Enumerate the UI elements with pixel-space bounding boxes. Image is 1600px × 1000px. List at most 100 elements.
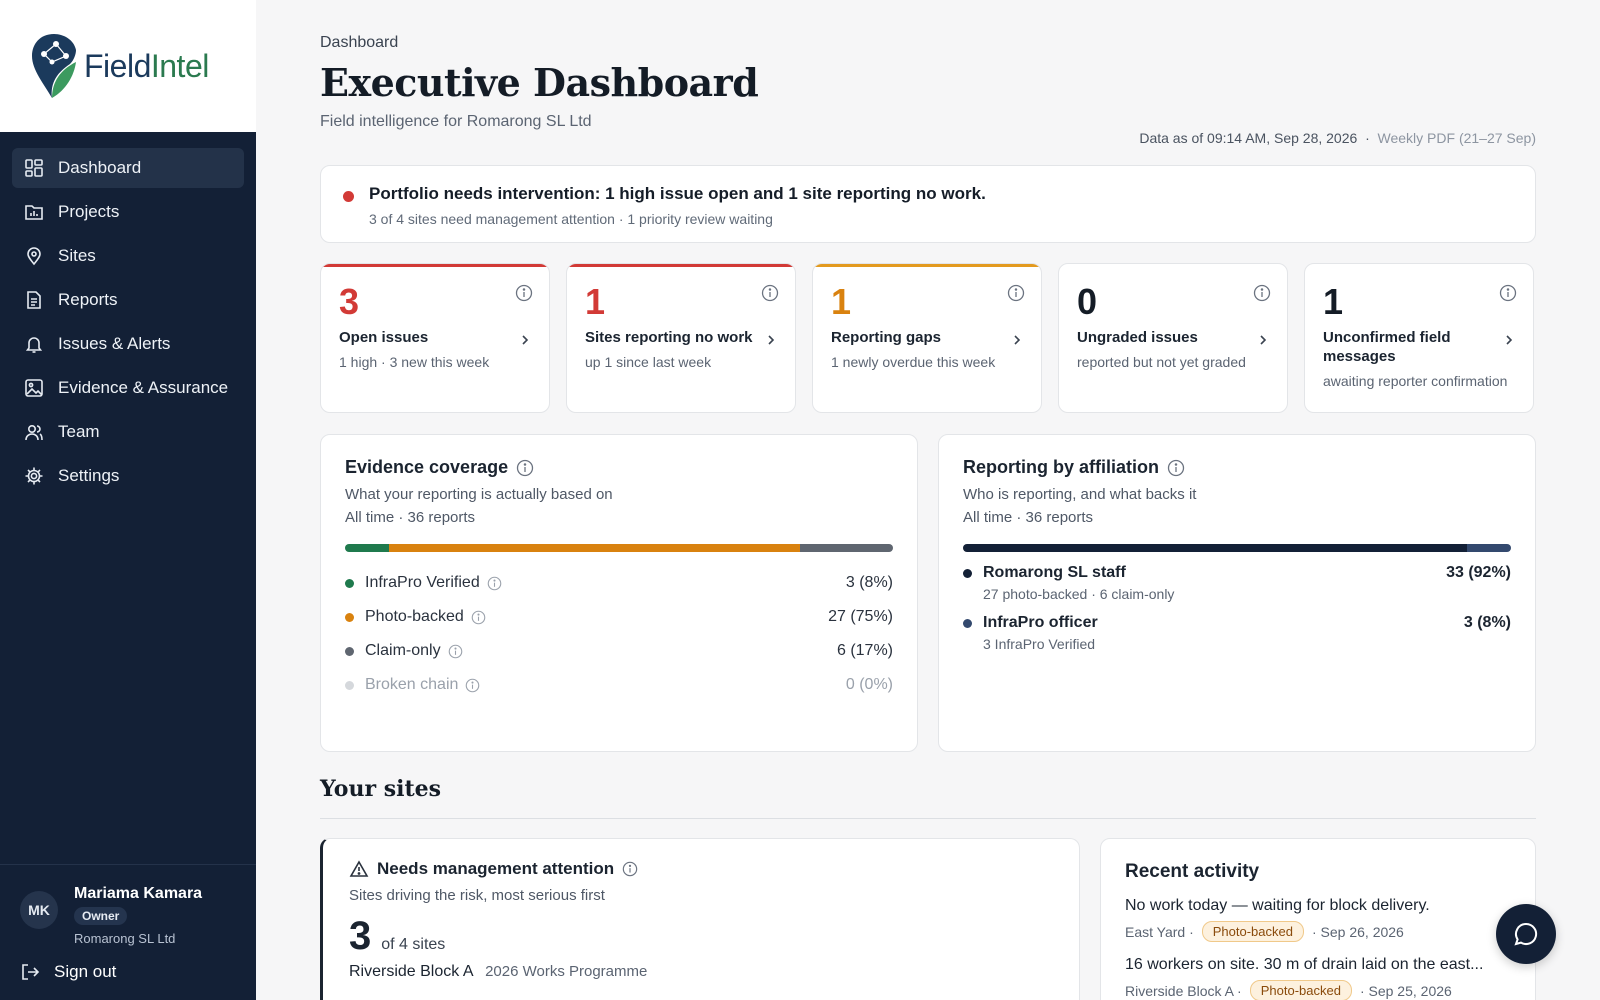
legend-swatch [345, 578, 354, 588]
legend-swatch [345, 646, 354, 656]
affiliation-title: Reporting by affiliation [963, 457, 1159, 477]
sidebar-item-label: Dashboard [58, 158, 142, 177]
affiliation-detail: 27 photo-backed · 6 claim-only [983, 586, 1175, 602]
sidebar-item-label: Evidence & Assurance [58, 378, 229, 397]
affiliation-panel: Reporting by affiliation Who is reportin… [938, 434, 1536, 752]
evidence-label: Photo-backed [365, 608, 464, 625]
chat-button[interactable] [1496, 904, 1556, 964]
evidence-value: 27 (75%) [828, 608, 893, 625]
evidence-legend: InfraPro Verified 3 (8%) Photo-backed 27 (7… [345, 566, 893, 702]
alert-headline: Portfolio needs intervention: 1 high iss… [369, 184, 986, 203]
evidence-bar-segment [799, 544, 893, 552]
affiliation-name: InfraPro officer [983, 614, 1098, 631]
recent-activity-title: Recent activity [1125, 861, 1260, 882]
site-programme: 2026 Works Programme [485, 963, 648, 980]
users-icon [25, 424, 43, 441]
attention-site-row[interactable]: Riverside Block A 2026 Works Programme [349, 963, 1079, 981]
legend-swatch [345, 680, 354, 690]
kpi-label: Reporting gaps [831, 329, 942, 346]
info-icon[interactable] [1007, 284, 1025, 302]
alert-detail: 3 of 4 sites need management attention ·… [369, 211, 773, 227]
activity-item[interactable]: No work today — waiting for block delive… [1125, 897, 1511, 942]
sidebar-item-settings[interactable]: Settings [12, 456, 244, 496]
affiliation-detail: 3 InfraPro Verified [983, 636, 1096, 652]
activity-date: · Sep 25, 2026 [1359, 982, 1452, 999]
kpi-label: Open issues [339, 329, 429, 346]
kpi-accent-bar [813, 264, 1041, 267]
sidebar-item-reports[interactable]: Reports [12, 280, 244, 320]
info-icon[interactable] [1499, 284, 1517, 302]
kpi-card-reporting-gaps[interactable]: 1 Reporting gaps 1 newly overdue this we… [812, 263, 1042, 413]
alert-status-dot [343, 191, 354, 202]
sidebar-item-projects[interactable]: Projects [12, 192, 244, 232]
info-icon[interactable] [1167, 459, 1185, 477]
data-as-of-text: Data as of 09:14 AM, Sep 28, 2026 [1139, 130, 1358, 146]
evidence-bar-segment [388, 544, 800, 552]
recent-activity-card: Recent activity No work today — waiting … [1100, 838, 1536, 1000]
kpi-card-sites-no-work[interactable]: 1 Sites reporting no work up 1 since las… [566, 263, 796, 413]
sidebar-item-dashboard[interactable]: Dashboard [12, 148, 244, 188]
warning-triangle-icon [349, 860, 369, 877]
user-name: Mariama Kamara [74, 885, 203, 902]
panel-title: Reporting by affiliation [963, 457, 1511, 478]
activity-item[interactable]: 16 workers on site. 30 m of drain laid o… [1125, 956, 1511, 1000]
info-icon[interactable] [480, 576, 502, 591]
panel-title: Evidence coverage [345, 457, 893, 478]
activity-site: East Yard · [1125, 923, 1194, 940]
affiliation-row: InfraPro officer 3 InfraPro Verified 3 (8%… [963, 614, 1511, 652]
evidence-value: 6 (17%) [836, 642, 893, 659]
kpi-card-ungraded-issues[interactable]: 0 Ungraded issues reported but not yet g… [1058, 263, 1288, 413]
sidebar-item-sites[interactable]: Sites [12, 236, 244, 276]
breadcrumb[interactable]: Dashboard [320, 34, 399, 51]
info-icon[interactable] [464, 610, 486, 625]
info-icon[interactable] [458, 678, 480, 693]
info-icon[interactable] [1253, 284, 1271, 302]
attention-description: Sites driving the risk, most serious fir… [349, 887, 605, 904]
info-icon[interactable] [622, 861, 638, 877]
info-icon[interactable] [515, 284, 533, 302]
sidebar-item-label: Settings [58, 466, 120, 485]
sidebar-item-team[interactable]: Team [12, 412, 244, 452]
affiliation-stacked-bar [963, 544, 1511, 552]
evidence-label: Claim-only [365, 642, 441, 659]
kpi-label: Unconfirmed field messages [1323, 329, 1451, 365]
panel-meta: All time · 36 reports [345, 509, 476, 526]
kpi-card-open-issues[interactable]: 3 Open issues 1 high · 3 new this week [320, 263, 550, 413]
sidebar-item-evidence-assurance[interactable]: Evidence & Assurance [12, 368, 244, 408]
divider [320, 818, 1536, 819]
chevron-right-icon [768, 335, 775, 345]
kpi-value: 1 [831, 281, 852, 322]
evidence-bar-segment [345, 544, 389, 552]
avatar[interactable]: MK [20, 891, 58, 929]
evidence-title: Evidence coverage [345, 457, 509, 477]
info-icon[interactable] [441, 644, 463, 659]
brand-logo[interactable]: FieldIntel [0, 0, 256, 132]
affiliation-legend: Romarong SL staff 27 photo-backed · 6 cla… [963, 564, 1511, 652]
kpi-sub: reported but not yet graded [1077, 354, 1246, 370]
kpi-label: Sites reporting no work [585, 329, 753, 346]
activity-meta: Riverside Block A · Photo-backed · Sep 2… [1125, 980, 1511, 1000]
needs-attention-card[interactable]: Needs management attention Sites driving… [320, 838, 1080, 1000]
kpi-accent-bar [321, 264, 549, 267]
activity-meta: East Yard · Photo-backed · Sep 26, 2026 [1125, 921, 1511, 942]
weekly-pdf-link[interactable]: Weekly PDF (21–27 Sep) [1377, 130, 1536, 146]
sidebar-item-label: Reports [58, 290, 118, 309]
affiliation-bar-segment [963, 544, 1468, 552]
evidence-tag: Photo-backed [1249, 980, 1352, 1000]
affiliation-name: Romarong SL staff [983, 564, 1126, 581]
kpi-accent-bar [567, 264, 795, 267]
sign-out-button[interactable]: Sign out [20, 962, 236, 982]
chat-bubble-icon [1514, 922, 1538, 946]
info-icon[interactable] [761, 284, 779, 302]
evidence-label: Broken chain [365, 676, 459, 693]
evidence-row: Claim-only 6 (17%) [345, 634, 893, 668]
attention-count: 3 of 4 sites [349, 914, 1079, 959]
panel-description: What your reporting is actually based on [345, 486, 613, 503]
portfolio-alert[interactable]: Portfolio needs intervention: 1 high iss… [320, 165, 1536, 243]
gear-icon [25, 467, 43, 485]
info-icon[interactable] [516, 459, 534, 477]
sidebar: FieldIntel Dashboard Projects Sites Repo… [0, 0, 256, 1000]
bell-icon [25, 337, 43, 353]
sidebar-item-issues-alerts[interactable]: Issues & Alerts [12, 324, 244, 364]
kpi-card-unconfirmed-messages[interactable]: 1 Unconfirmed field messages awaiting re… [1304, 263, 1534, 413]
